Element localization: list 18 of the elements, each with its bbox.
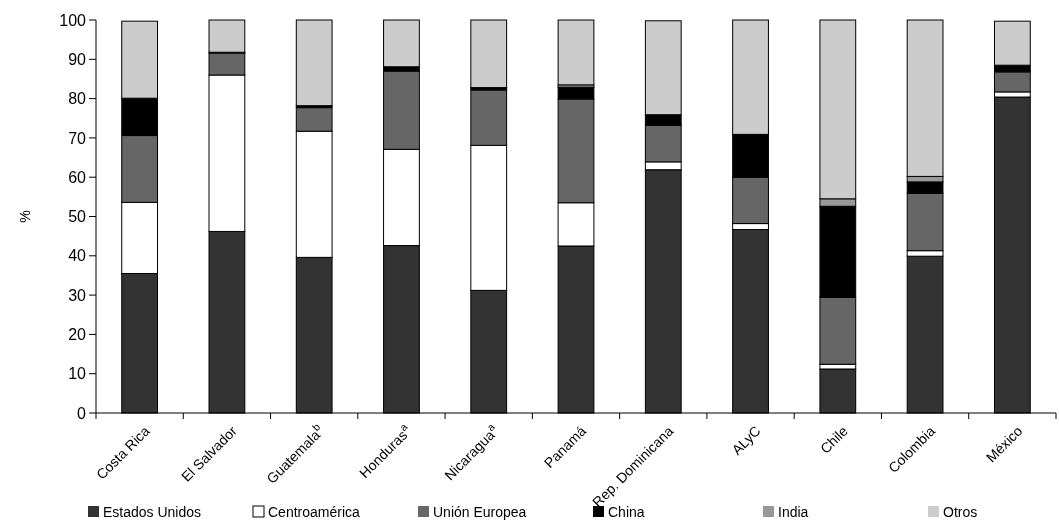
y-tick-label: 60 <box>68 168 87 186</box>
y-tick-label: 20 <box>68 326 87 343</box>
y-tick-label: 90 <box>68 50 87 68</box>
legend-label: Otros <box>943 504 978 520</box>
legend-label: China <box>608 504 645 520</box>
y-tick-label: 30 <box>68 286 87 304</box>
y-axis-title: % <box>17 210 33 223</box>
legend-label: Centroamérica <box>268 504 361 520</box>
y-tick-label: 50 <box>68 208 87 226</box>
y-tick-label: 40 <box>68 247 87 265</box>
legend-label: Unión Europea <box>433 504 527 520</box>
y-tick-label: 10 <box>68 365 87 383</box>
y-tick-label: 0 <box>77 404 87 422</box>
y-tick-label: 80 <box>68 90 87 108</box>
legend-label: India <box>778 504 809 520</box>
legend-label: Estados Unidos <box>103 504 202 520</box>
y-tick-label: 100 <box>59 11 87 29</box>
y-tick-label: 70 <box>68 129 87 147</box>
